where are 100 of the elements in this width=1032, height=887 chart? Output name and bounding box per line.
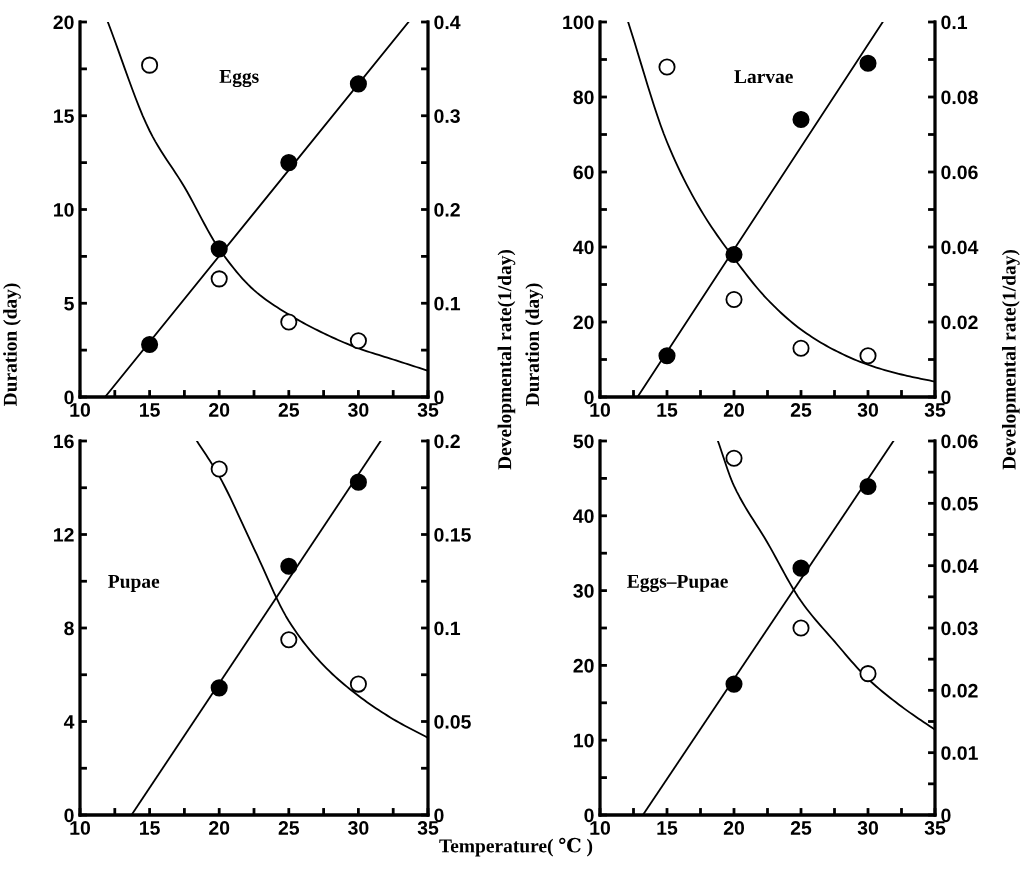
point xyxy=(280,631,298,649)
point xyxy=(210,460,228,478)
x-tick-label: 20 xyxy=(723,821,745,835)
x-tick-label: 15 xyxy=(140,821,160,835)
point xyxy=(141,56,159,74)
y2-axis-title: Developmental rate(1/day) xyxy=(1002,249,1020,470)
y2-tick-label: 0 xyxy=(434,390,444,405)
y2-tick-label: 0.03 xyxy=(941,621,978,636)
y2-axis-title: Developmental rate(1/day) xyxy=(497,249,516,470)
point xyxy=(210,679,228,697)
y2-tick-label: 0.01 xyxy=(941,746,978,760)
y-tick-label: 40 xyxy=(573,240,594,255)
point xyxy=(280,313,298,331)
y2-tick-label: 0.3 xyxy=(434,109,460,124)
y-tick-label: 8 xyxy=(64,621,74,636)
point xyxy=(792,559,810,577)
y2-tick-label: 0.04 xyxy=(941,240,979,255)
y-tick-label: 50 xyxy=(573,434,594,449)
y-tick-label: 12 xyxy=(54,527,74,542)
x-tick-label: 30 xyxy=(857,403,879,417)
x-tick-label: 20 xyxy=(209,821,230,835)
point xyxy=(859,477,877,496)
point xyxy=(280,557,298,575)
y2-tick-label: 0.06 xyxy=(941,434,978,449)
y-tick-label: 20 xyxy=(53,15,74,30)
y2-tick-label: 0.1 xyxy=(941,15,968,30)
x-tick-label: 25 xyxy=(790,821,812,835)
point xyxy=(280,154,298,172)
y2-tick-label: 0 xyxy=(941,808,951,823)
y-tick-label: 15 xyxy=(54,109,74,123)
x-tick-label: 20 xyxy=(209,403,230,417)
y-tick-label: 10 xyxy=(574,733,594,748)
y-tick-label: 0 xyxy=(64,808,74,823)
x-tick-label: 30 xyxy=(348,403,369,417)
x-tick-label: 35 xyxy=(924,403,946,417)
y-tick-label: 40 xyxy=(573,509,594,524)
y-tick-label: 20 xyxy=(573,658,594,673)
point xyxy=(210,240,228,258)
y2-tick-label: 0.2 xyxy=(434,202,460,217)
y2-tick-label: 0.05 xyxy=(434,714,471,729)
y2-tick-label: 0.04 xyxy=(941,559,979,573)
point xyxy=(349,332,367,350)
x-tick-label: 20 xyxy=(723,403,745,417)
y2-tick-label: 0.02 xyxy=(941,315,978,330)
point xyxy=(859,665,877,683)
point xyxy=(349,75,367,93)
y-tick-label: 20 xyxy=(573,315,594,330)
y2-tick-label: 0.08 xyxy=(941,90,978,105)
point xyxy=(725,675,743,693)
y2-tick-label: 0 xyxy=(941,390,951,405)
point xyxy=(658,347,676,365)
y2-tick-label: 0 xyxy=(434,808,444,823)
point xyxy=(210,270,228,288)
y2-tick-label: 0.1 xyxy=(434,621,461,636)
y-tick-label: 5 xyxy=(64,296,74,311)
y2-tick-label: 0.1 xyxy=(434,296,461,311)
annotation: Pupae xyxy=(108,575,160,592)
annotation: Eggs xyxy=(219,70,259,88)
y2-tick-label: 0.05 xyxy=(941,496,978,511)
x-tick-label: 35 xyxy=(417,403,439,417)
y-axis-title: Duration (day) xyxy=(525,283,544,406)
x-tick-label: 25 xyxy=(278,821,300,835)
y-tick-label: 60 xyxy=(573,165,594,180)
point xyxy=(349,675,367,693)
y-tick-label: 0 xyxy=(584,808,594,823)
point xyxy=(141,335,159,354)
point xyxy=(725,245,743,264)
y-tick-label: 0 xyxy=(64,390,74,405)
y2-tick-label: 0.2 xyxy=(434,434,460,449)
x-tick-label: 15 xyxy=(140,403,160,417)
x-tick-label: 25 xyxy=(278,403,300,417)
x-tick-label: 35 xyxy=(924,821,946,835)
x-tick-label: 25 xyxy=(790,403,812,417)
point xyxy=(658,58,676,76)
x-tick-label: 30 xyxy=(348,821,369,835)
point xyxy=(859,54,877,72)
point xyxy=(859,347,877,365)
y2-tick-label: 0.06 xyxy=(941,165,978,180)
point xyxy=(349,473,367,491)
y2-tick-label: 0.02 xyxy=(941,683,978,698)
x-tick-label: 30 xyxy=(857,821,879,835)
point xyxy=(792,619,810,637)
y-axis-title: Duration (day) xyxy=(3,283,21,406)
y-tick-label: 30 xyxy=(573,584,594,598)
y-tick-label: 0 xyxy=(584,390,594,405)
y-tick-label: 4 xyxy=(63,715,75,729)
x-axis-title: Temperature( ℃ ) xyxy=(439,837,593,857)
point xyxy=(792,110,810,129)
y-tick-label: 80 xyxy=(573,90,594,105)
annotation: Larvae xyxy=(734,70,793,84)
y-tick-label: 16 xyxy=(54,434,74,449)
y-tick-label: 10 xyxy=(54,202,74,217)
annotation: Eggs–Pupae xyxy=(627,574,728,592)
y2-tick-label: 0.15 xyxy=(434,527,471,542)
x-tick-label: 15 xyxy=(657,403,678,417)
point xyxy=(725,290,743,309)
x-tick-label: 35 xyxy=(417,821,439,835)
x-tick-label: 15 xyxy=(657,821,678,835)
y-tick-label: 100 xyxy=(563,15,594,30)
point xyxy=(792,339,810,357)
